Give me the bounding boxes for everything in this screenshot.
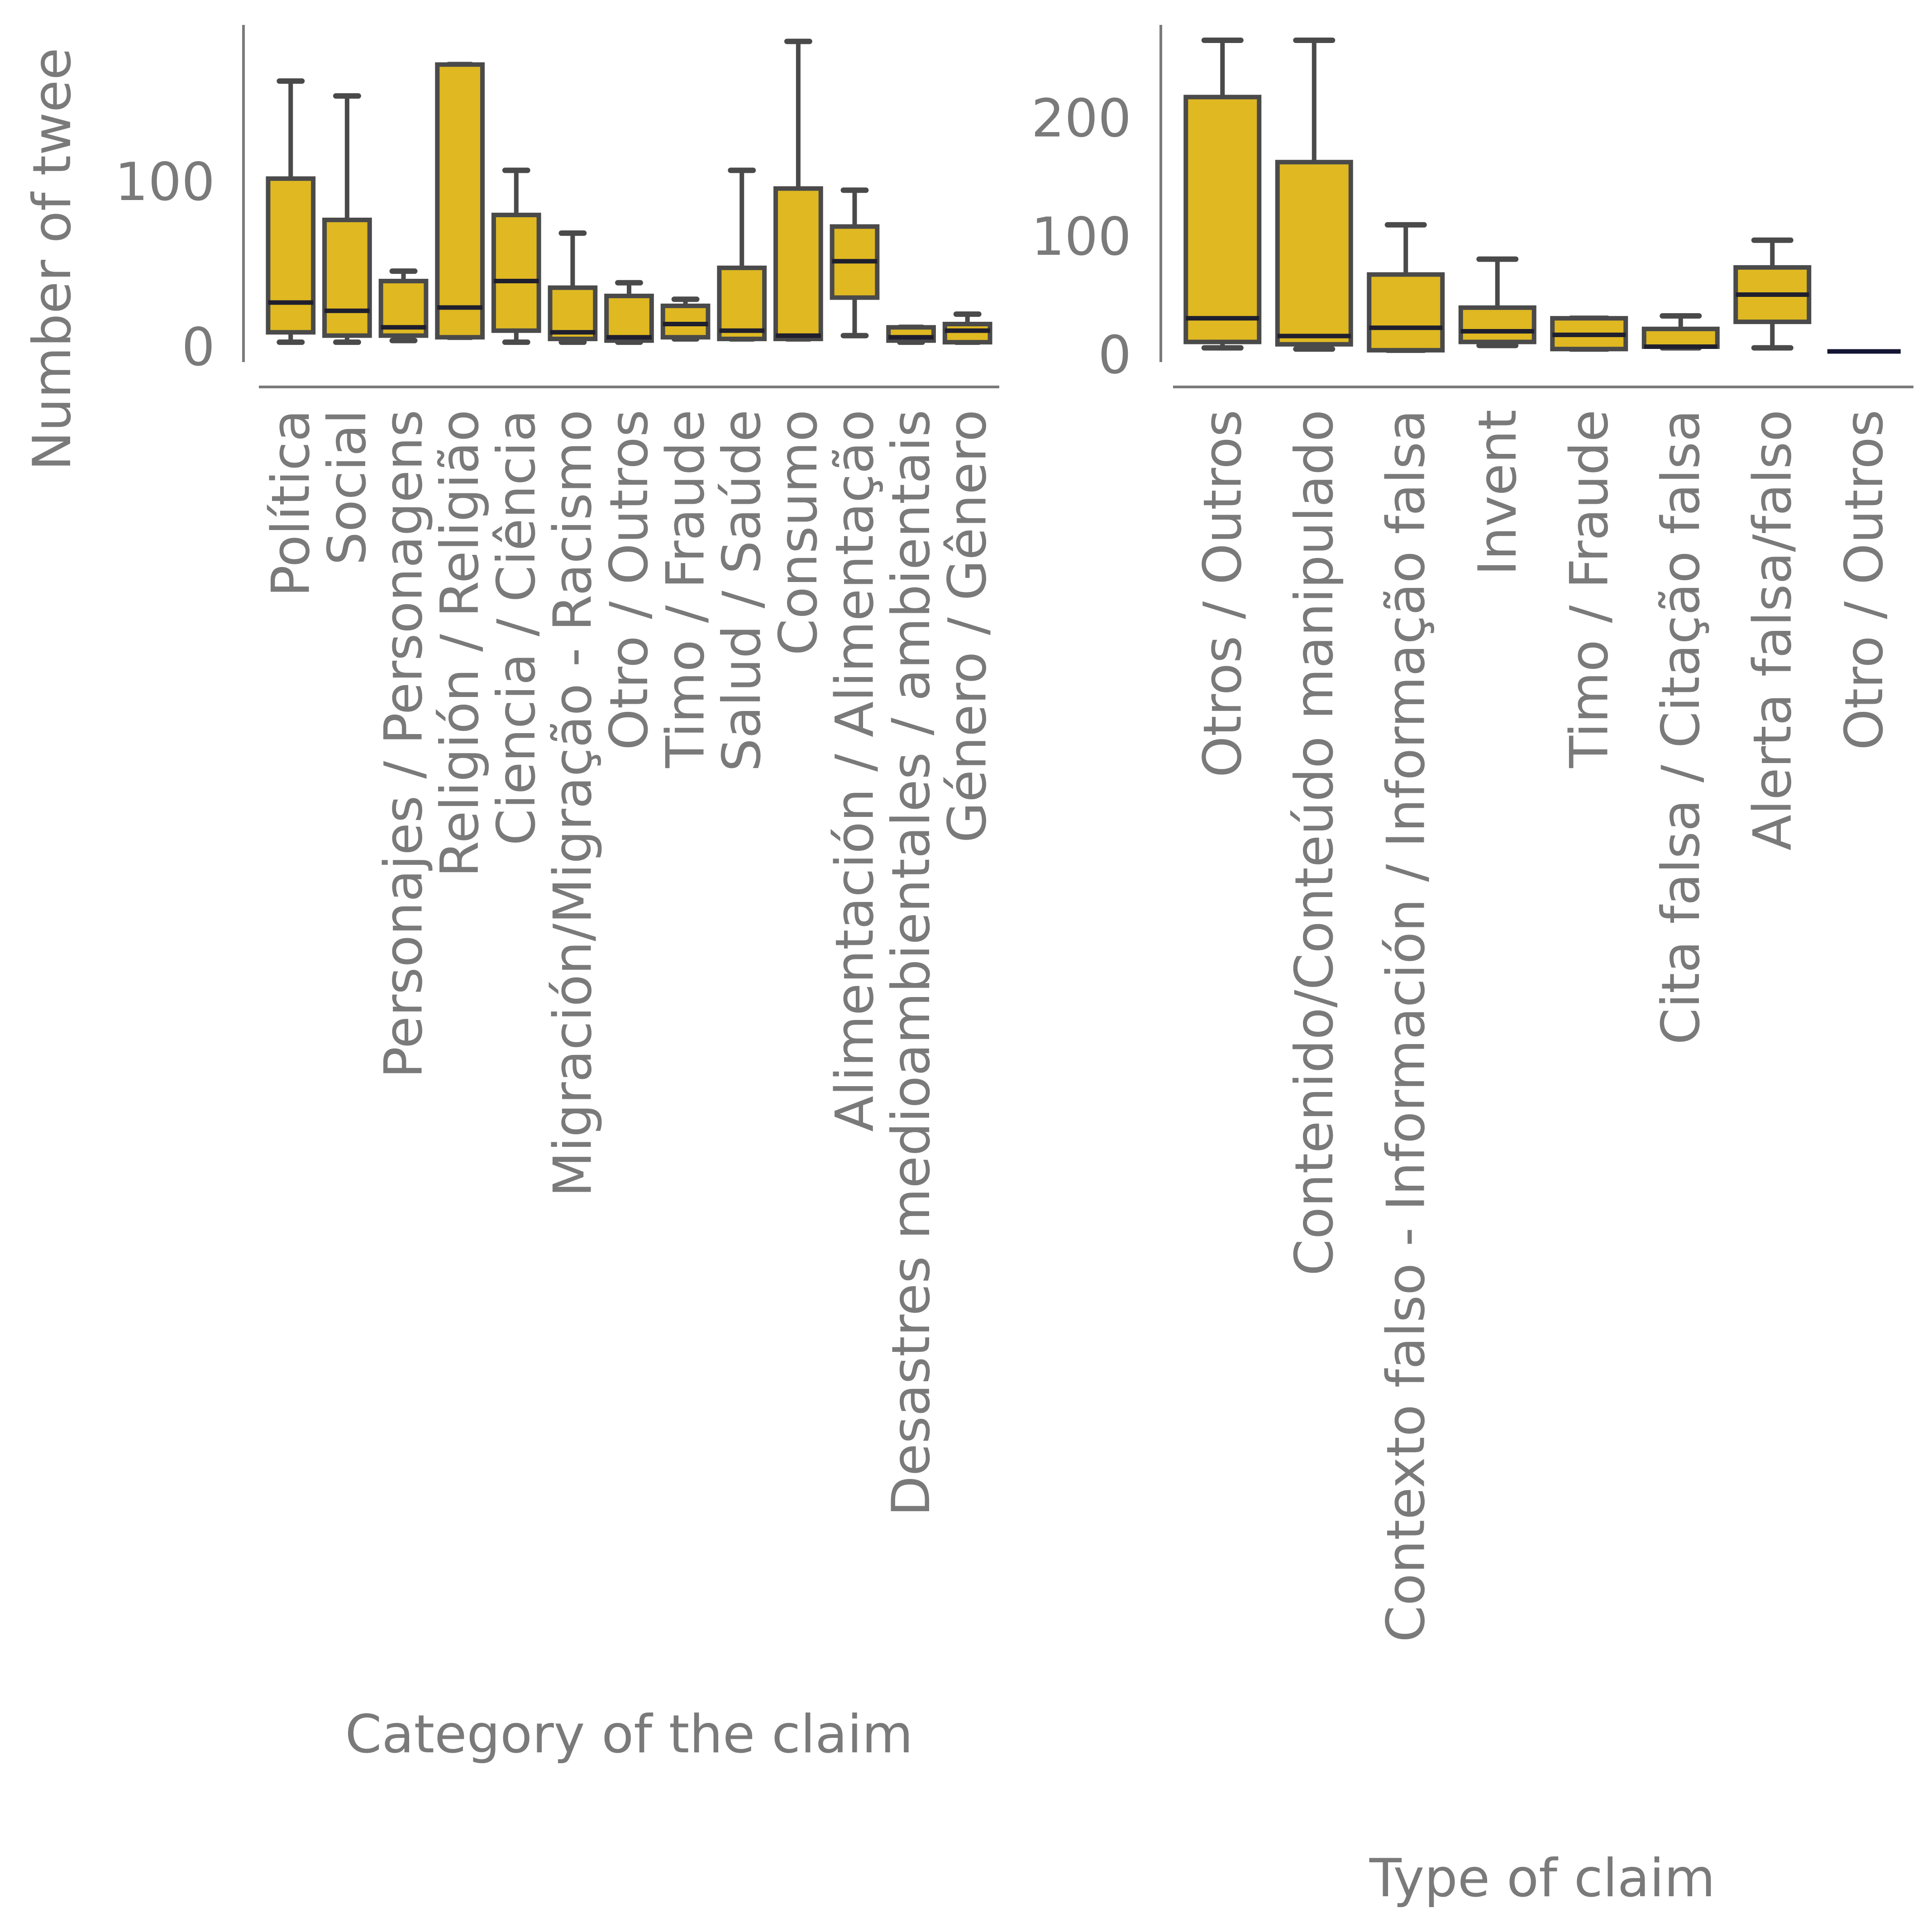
box-1	[322, 93, 372, 345]
x-tick-label: Timo / Fraude	[1559, 410, 1620, 768]
iqr-box	[773, 186, 823, 341]
box-0	[1183, 37, 1262, 351]
box-6	[604, 280, 654, 345]
x-tick-label: Salud / Saúde	[711, 410, 773, 772]
x-tick-label: Personajes / Personagens	[373, 410, 434, 1078]
box-12	[942, 311, 992, 345]
box-3	[1458, 256, 1536, 348]
box-2	[378, 268, 429, 343]
x-tick-label: Social	[317, 410, 378, 565]
box-1	[1275, 37, 1353, 352]
x-tick-label: Invent	[1467, 410, 1528, 576]
x-tick-label: Timo / Fraude	[655, 410, 716, 768]
iqr-box	[266, 176, 316, 335]
iqr-box	[1641, 326, 1720, 349]
y-tick-label: 200	[1031, 88, 1131, 149]
x-tick-label: Otro / Outros	[599, 410, 660, 750]
y-tick-label: 0	[1098, 324, 1131, 386]
y-tick-label: 0	[181, 317, 215, 378]
iqr-box	[1183, 95, 1262, 344]
x-tick-label: Cita falsa / Citação falsa	[1651, 410, 1712, 1045]
iqr-box	[435, 62, 485, 340]
x-tick-label: Contenido/Conteúdo manipulado	[1284, 410, 1345, 1276]
box-2	[1367, 222, 1445, 353]
box-5	[548, 230, 598, 345]
x-tick-label: Desastres medioambientales / ambientais	[881, 410, 942, 1516]
y-axis-label: Number of twee	[22, 48, 83, 471]
y-tick-label: 100	[1031, 206, 1131, 267]
x-tick-label: Consumo	[768, 410, 829, 655]
box-5	[1641, 313, 1720, 351]
x-tick-label: Política	[260, 410, 321, 597]
box-10	[830, 187, 880, 339]
x-axis-label-type: Type of claim	[1369, 1848, 1715, 1909]
box-9	[773, 38, 823, 342]
x-tick-label: Otro / Outros	[1834, 410, 1895, 750]
x-axis-label-category: Category of the claim	[345, 1704, 913, 1765]
iqr-box	[942, 322, 992, 345]
box-0	[266, 78, 316, 345]
x-tick-label: Alerta falsa/falso	[1742, 410, 1803, 850]
iqr-box	[322, 217, 372, 338]
x-tick-label: Alimentación / Alimentação	[824, 410, 885, 1132]
y-tick-label: 100	[115, 152, 215, 213]
box-4	[1550, 315, 1628, 352]
iqr-box	[1275, 160, 1353, 347]
box-11	[886, 324, 936, 345]
x-tick-label: Género / Gênero	[937, 410, 998, 843]
x-tick-label: Migración/Migração - Racismo	[542, 410, 603, 1197]
iqr-box	[491, 212, 541, 333]
x-tick-label: Religión / Religião	[429, 410, 491, 878]
x-tick-label: Ciencia / Ciência	[486, 410, 547, 845]
box-8	[717, 167, 767, 342]
box-3	[435, 62, 485, 340]
iqr-box	[717, 265, 767, 341]
box-4	[491, 167, 541, 345]
x-tick-label: Otros / Outros	[1192, 410, 1253, 778]
type-boxplot-panel: 0 100 200 Otros / Outros Contenido/Conteúdo …	[1031, 25, 1913, 1642]
iqr-box	[660, 303, 711, 340]
x-tick-label: Contexto falso - Información / Informaçã…	[1375, 410, 1436, 1642]
box-6	[1733, 237, 1812, 351]
iqr-box	[604, 293, 654, 343]
box-7	[660, 296, 711, 342]
iqr-box	[1458, 305, 1536, 344]
iqr-box	[1367, 272, 1445, 353]
